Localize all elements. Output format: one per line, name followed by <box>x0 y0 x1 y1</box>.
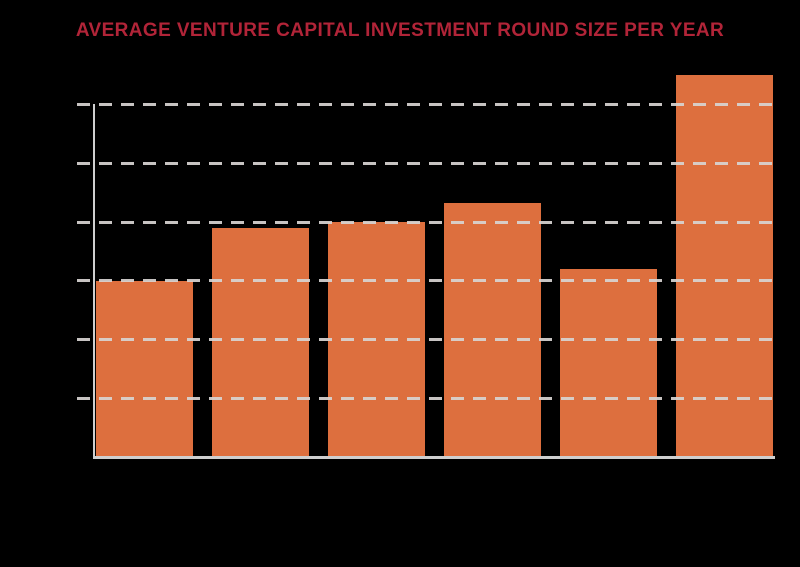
x-axis-baseline <box>93 456 775 459</box>
bar <box>444 202 541 457</box>
bar <box>328 222 425 457</box>
bar <box>560 269 657 457</box>
bar <box>212 228 309 457</box>
bar <box>96 280 193 457</box>
chart-title: AVERAGE VENTURE CAPITAL INVESTMENT ROUND… <box>75 20 725 41</box>
bars-layer <box>95 46 775 457</box>
bar <box>676 75 773 457</box>
